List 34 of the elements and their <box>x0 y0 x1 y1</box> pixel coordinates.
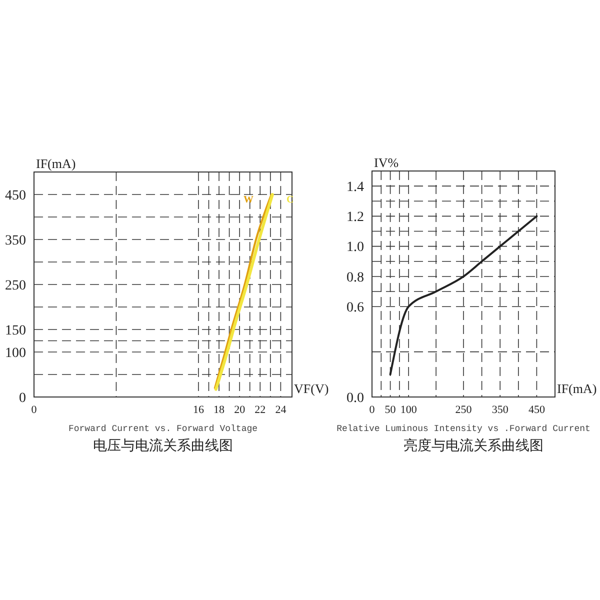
text: Relative Luminous Intensity vs .Forward Current <box>336 424 590 434</box>
y-tick-label: 150 <box>5 323 26 338</box>
x-tick-label: 18 <box>214 404 226 416</box>
x-tick-label: 0 <box>369 404 376 416</box>
text: 电压与电流关系曲线图 <box>93 438 233 454</box>
x-tick-label: 100 <box>400 404 418 416</box>
x-tick-label: 250 <box>455 404 472 416</box>
y-tick-label: 450 <box>5 188 26 204</box>
y-axis-title: IV% <box>374 155 399 170</box>
x-axis-title: IF(mA) <box>557 381 597 396</box>
y-axis-title: IF(mA) <box>36 156 76 171</box>
x-tick-label: 20 <box>234 404 246 416</box>
y-tick-label: 0.0 <box>346 390 364 406</box>
y-tick-label: 350 <box>5 233 26 248</box>
y-tick-label: 0.8 <box>346 270 364 286</box>
x-tick-label: 24 <box>275 404 287 416</box>
x-tick-label: 0 <box>31 404 38 416</box>
y-tick-label: 100 <box>5 346 26 361</box>
x-tick-label: 350 <box>492 404 509 416</box>
x-axis-title: VF(V) <box>294 381 329 396</box>
x-tick-label: 450 <box>528 404 546 416</box>
y-tick-label: 250 <box>5 278 26 294</box>
x-tick-label: 50 <box>384 404 396 416</box>
y-tick-label: 1.2 <box>346 210 364 226</box>
series-label: W <box>243 194 254 206</box>
text: 亮度与电流关系曲线图 <box>404 438 544 454</box>
x-tick-label: 16 <box>192 404 204 416</box>
line-series <box>389 215 538 376</box>
y-tick-label: 1.0 <box>346 240 364 256</box>
x-tick-label: 22 <box>254 404 266 416</box>
y-tick-label: 0.6 <box>346 300 364 316</box>
y-tick-label: 1.4 <box>346 180 364 195</box>
text: Forward Current vs. Forward Voltage <box>68 424 258 434</box>
y-tick-label: 0 <box>19 390 26 406</box>
